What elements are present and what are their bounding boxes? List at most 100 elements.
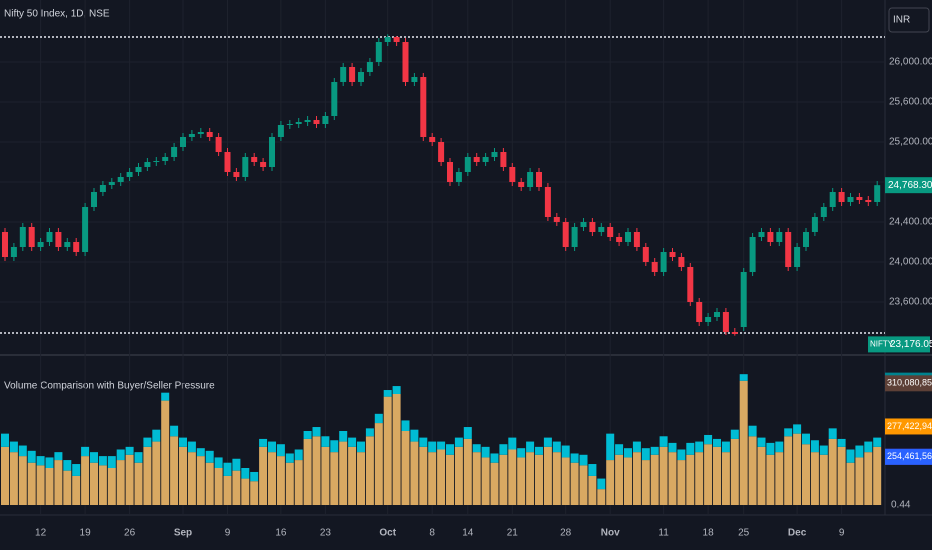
scale-bottom-label: 0.44 [891,500,911,511]
volume-bar [535,446,543,455]
volume-bar [775,452,784,505]
volume-bar [730,438,739,505]
volume-bar [63,470,72,505]
volume-bar [437,441,446,450]
candle-body [304,120,311,122]
volume-bar [802,433,810,445]
volume-bar [615,454,624,505]
volume-bar [98,465,107,505]
candle-body [366,62,373,72]
volume-bar [472,452,481,505]
volume-bar [748,425,757,437]
candle-body [277,125,284,137]
volume-bar [552,452,561,505]
volume-bar [63,460,72,471]
volume-bar [196,448,205,457]
volume-bar [27,450,36,463]
volume-bar [276,444,285,457]
volume-bar [810,452,819,505]
volume-bar [392,394,401,505]
candle-body [491,152,498,157]
candle-body [518,182,525,187]
candle-body [625,232,631,242]
volume-bar [606,460,615,505]
volume-bar [348,446,357,505]
volume-bar [36,465,45,505]
candle-body [340,67,347,82]
x-tick-label: Dec [788,528,807,539]
candle-body [820,207,827,217]
volume-bar [339,431,348,442]
volume-bar [517,457,526,505]
candle-body [331,82,338,116]
volume-bar [490,462,499,505]
candle-body [215,137,222,152]
candle-body [785,232,792,267]
candle-body [607,227,614,237]
volume-bar [276,456,285,505]
volume-bar [428,441,437,453]
candle-body [509,167,516,182]
candle-body [829,192,836,207]
x-tick-label: 16 [275,528,287,539]
candle-body [598,227,605,232]
volume-bar [570,462,579,505]
volume-bar [116,449,125,461]
volume-bar [543,437,552,447]
candle-body [687,267,694,302]
volume-bar [490,453,499,463]
volume-bar [72,464,81,476]
volume-bar [570,453,579,463]
volume-bar [632,452,641,505]
volume-bar [383,396,392,505]
volume-bar [695,452,704,505]
volume-bar [45,457,54,468]
candle-body [73,242,80,252]
volume-bar [98,456,107,466]
indicator-title: Volume Comparison with Buyer/Seller Pres… [4,381,215,392]
y-tick-label: 23,600.00 [889,297,932,308]
volume-bar [161,392,170,401]
candle-body [642,247,649,262]
x-tick-label: 14 [462,528,474,539]
x-tick-label: 26 [124,528,136,539]
candle-body [731,332,738,334]
candle-body [135,167,142,172]
volume-bar [632,441,641,453]
volume-bar [285,453,294,463]
candle-body [589,222,596,232]
volume-bar [446,454,454,505]
volume-bar [721,441,730,453]
x-tick-label: 18 [703,528,715,539]
currency-box[interactable] [888,7,930,33]
candle-body [19,227,26,247]
volume-bar [721,452,730,505]
volume-bar [810,440,819,453]
volume-bar [125,446,134,455]
candle-body [536,172,542,187]
volume-bar [392,386,401,394]
volume-bar [624,448,632,458]
candle-body [126,172,133,177]
y-tick-label: 25,600.00 [889,97,932,108]
candle-body [714,312,720,317]
volume-bar [268,452,276,505]
volume-bar [499,444,508,455]
candle-body [447,162,453,182]
volume-bar [214,457,223,468]
candle-body [251,157,258,162]
volume-bar [250,471,259,482]
volume-bar [268,441,276,453]
volume-bar [330,440,339,453]
volume-bar [250,481,259,505]
candle-body [580,222,587,227]
volume-bar [27,462,36,505]
volume-bar [241,468,250,479]
candle-body [669,252,676,257]
candle-body [10,247,17,257]
x-tick-label: Nov [601,528,620,539]
candle-body [473,157,480,162]
volume-bar [303,438,312,505]
volume-bar [72,475,81,505]
